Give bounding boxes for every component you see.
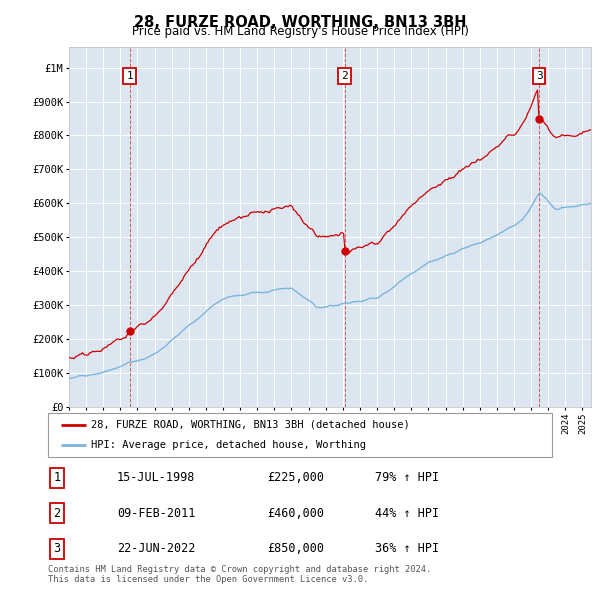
Text: 28, FURZE ROAD, WORTHING, BN13 3BH: 28, FURZE ROAD, WORTHING, BN13 3BH [134, 15, 466, 30]
Text: £850,000: £850,000 [267, 542, 324, 555]
Text: 09-FEB-2011: 09-FEB-2011 [117, 507, 196, 520]
Text: 2: 2 [53, 507, 61, 520]
Text: Contains HM Land Registry data © Crown copyright and database right 2024.
This d: Contains HM Land Registry data © Crown c… [48, 565, 431, 584]
Text: 28, FURZE ROAD, WORTHING, BN13 3BH (detached house): 28, FURZE ROAD, WORTHING, BN13 3BH (deta… [91, 420, 410, 430]
Text: 2: 2 [341, 71, 348, 81]
Text: £225,000: £225,000 [267, 471, 324, 484]
Text: 1: 1 [126, 71, 133, 81]
Text: 44% ↑ HPI: 44% ↑ HPI [375, 507, 439, 520]
Text: 15-JUL-1998: 15-JUL-1998 [117, 471, 196, 484]
Text: £460,000: £460,000 [267, 507, 324, 520]
Text: 79% ↑ HPI: 79% ↑ HPI [375, 471, 439, 484]
Text: 3: 3 [536, 71, 542, 81]
Text: 1: 1 [53, 471, 61, 484]
Text: 22-JUN-2022: 22-JUN-2022 [117, 542, 196, 555]
Text: 3: 3 [53, 542, 61, 555]
Text: 36% ↑ HPI: 36% ↑ HPI [375, 542, 439, 555]
Text: Price paid vs. HM Land Registry's House Price Index (HPI): Price paid vs. HM Land Registry's House … [131, 25, 469, 38]
Text: HPI: Average price, detached house, Worthing: HPI: Average price, detached house, Wort… [91, 440, 366, 450]
